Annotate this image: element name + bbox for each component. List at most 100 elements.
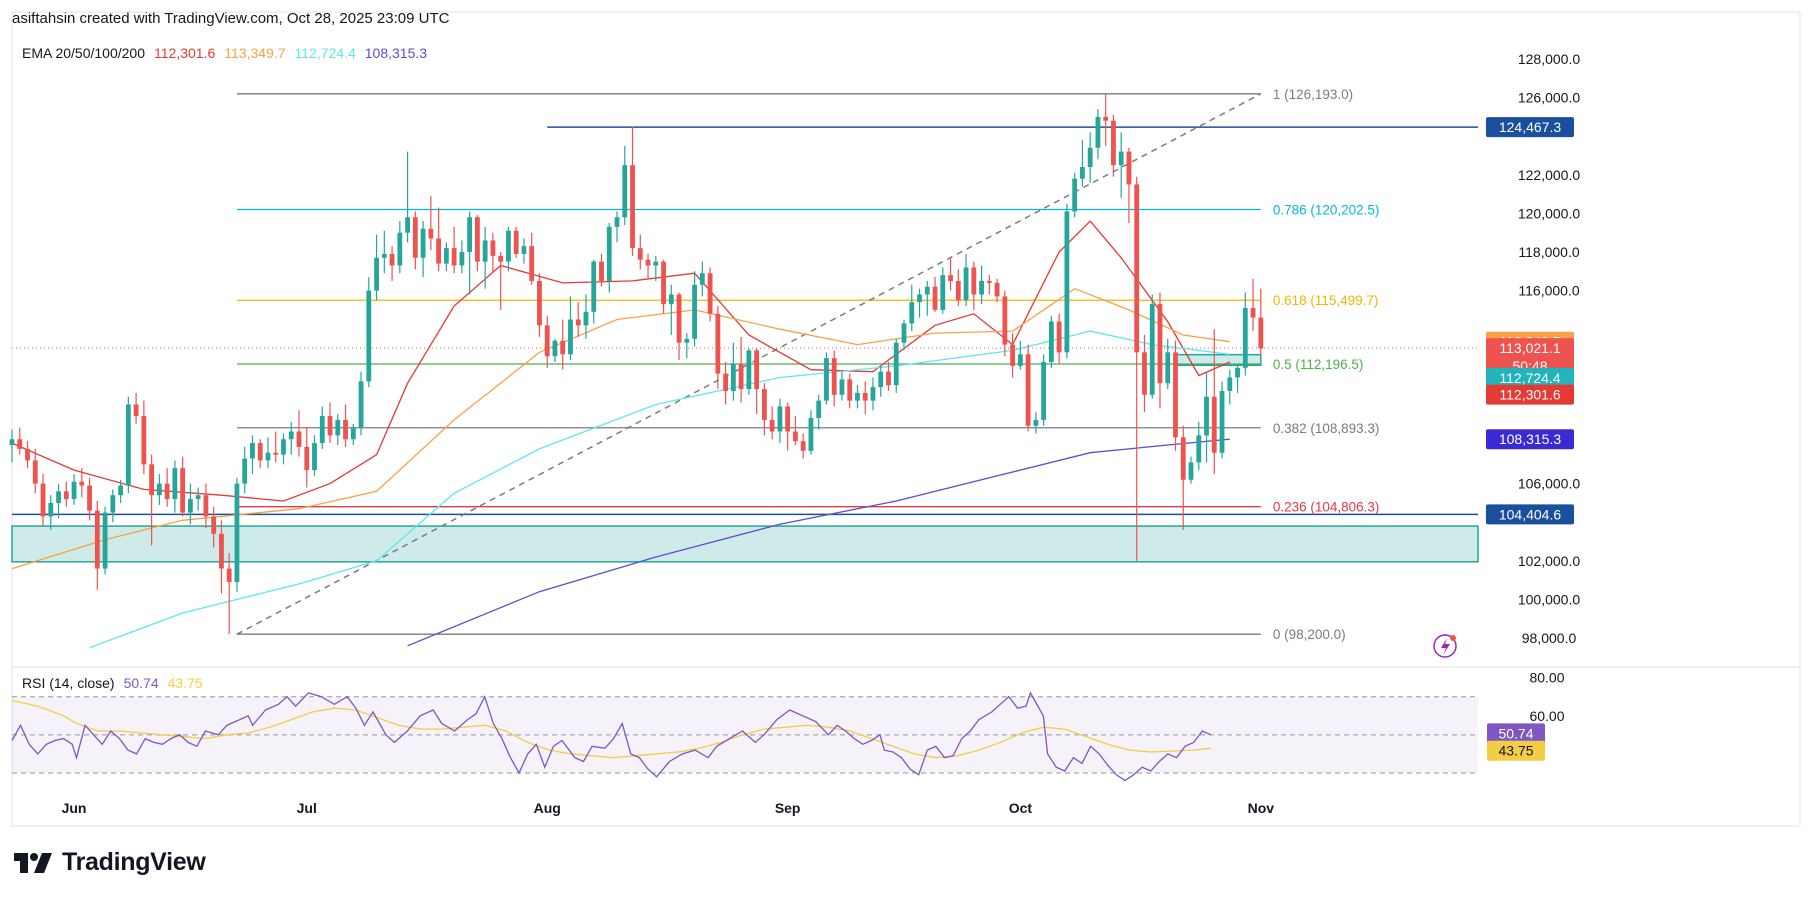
rsi-value-label-bg xyxy=(1487,740,1545,761)
candle-body xyxy=(149,464,155,496)
price-axis-label: 113,021.1 xyxy=(1499,340,1560,356)
candle-body xyxy=(1111,120,1116,166)
candle-body xyxy=(335,419,341,436)
candle-body xyxy=(141,416,147,465)
candle-body xyxy=(560,340,566,355)
candle-body xyxy=(971,267,977,295)
candle-body xyxy=(1235,367,1240,378)
candle-body xyxy=(521,246,527,254)
candle-body xyxy=(606,226,612,281)
candle-body xyxy=(862,392,868,401)
candle-body xyxy=(917,294,922,303)
tradingview-logo[interactable]: TradingView xyxy=(14,848,206,877)
candle-body xyxy=(343,419,348,440)
candle-body xyxy=(156,483,162,496)
alert-dot-icon xyxy=(1450,635,1456,641)
candle-body xyxy=(847,379,853,401)
candle-body xyxy=(1134,184,1140,353)
candle-body xyxy=(1180,437,1186,480)
candle-body xyxy=(1048,321,1054,363)
y-tick-label: 116,000.0 xyxy=(1518,283,1579,299)
price-axis-label-bg xyxy=(1486,429,1574,450)
candle-body xyxy=(63,491,69,500)
candle-body xyxy=(1173,352,1178,438)
candle-body xyxy=(878,371,884,388)
price-axis-label: 108,315.3 xyxy=(1499,431,1561,447)
candle-body xyxy=(1227,377,1233,391)
candle-body xyxy=(412,217,418,258)
candle-body xyxy=(366,290,372,382)
candle-body xyxy=(1118,151,1124,166)
candle-body xyxy=(909,302,915,324)
candle-body xyxy=(653,261,659,266)
candle-body xyxy=(824,358,829,401)
candle-body xyxy=(699,273,705,285)
rsi-legend-title: RSI (14, close) xyxy=(22,675,115,691)
candle-body xyxy=(1219,390,1225,453)
candle-body xyxy=(940,275,946,310)
candle-body xyxy=(800,441,806,451)
candle-body xyxy=(1258,317,1264,349)
candle-body xyxy=(257,443,263,461)
candle-body xyxy=(358,381,364,428)
candle-body xyxy=(1033,419,1039,426)
candle-body xyxy=(498,255,504,262)
candle-body xyxy=(381,253,387,258)
fib-level-label: 0.236 (104,806.3) xyxy=(1273,500,1380,515)
candle-body xyxy=(994,282,1000,297)
tradingview-logo-icon xyxy=(14,852,52,873)
candle-body xyxy=(963,267,969,301)
candle-body xyxy=(668,294,674,305)
candle-body xyxy=(125,404,131,486)
candle-body xyxy=(1149,304,1155,395)
candle-body xyxy=(839,379,845,395)
price-axis-label-bg xyxy=(1486,504,1574,525)
candle-body xyxy=(428,228,434,239)
candle-body xyxy=(195,495,201,500)
candle-body xyxy=(1204,396,1209,436)
candle-body xyxy=(924,286,930,295)
candle-body xyxy=(87,485,92,511)
price-axis-label-bg xyxy=(1486,338,1574,359)
candle-body xyxy=(102,512,108,569)
ema-legend-value-ema50: 113,349.7 xyxy=(224,45,286,61)
candle-body xyxy=(785,406,791,432)
candle-body xyxy=(855,392,860,401)
candle-body xyxy=(17,439,23,449)
candle-body xyxy=(506,230,511,262)
price-axis-label-bg xyxy=(1486,367,1574,388)
candle-body xyxy=(513,230,519,254)
candle-body xyxy=(537,280,542,326)
fib-level-label: 0.618 (115,499.7) xyxy=(1273,293,1379,308)
candle-body xyxy=(94,510,100,569)
y-tick-label: 126,000.0 xyxy=(1518,90,1580,106)
candle-body xyxy=(389,253,395,266)
y-tick-label: 122,000.0 xyxy=(1518,167,1580,183)
candle-body xyxy=(1095,116,1101,148)
candle-body xyxy=(474,217,480,262)
candle-body xyxy=(1017,354,1023,366)
candle-body xyxy=(118,485,123,496)
candle-body xyxy=(730,363,736,391)
fib-level-label: 0.382 (108,893.3) xyxy=(1273,421,1380,436)
candle-body xyxy=(583,311,589,326)
candle-body xyxy=(459,251,465,266)
y-tick-label: 98,000.0 xyxy=(1522,630,1577,646)
candle-body xyxy=(1142,352,1147,395)
candle-body xyxy=(482,240,488,262)
y-tick-label: 118,000.0 xyxy=(1518,244,1579,260)
candle-body xyxy=(164,483,170,500)
ema-legend: EMA 20/50/100/200 112,301.6 113,349.7 112,7… xyxy=(22,45,436,61)
candle-body xyxy=(451,248,457,266)
candle-body xyxy=(405,217,410,233)
candle-body xyxy=(327,416,333,436)
x-tick-label: Jun xyxy=(62,800,87,816)
candle-body xyxy=(1211,396,1217,453)
candle-body xyxy=(948,275,953,281)
candle-body xyxy=(1041,362,1047,420)
candle-body xyxy=(1165,352,1171,384)
candle-body xyxy=(180,468,186,513)
price-axis-label: 104,404.6 xyxy=(1499,506,1561,522)
candle-body xyxy=(1126,151,1132,185)
